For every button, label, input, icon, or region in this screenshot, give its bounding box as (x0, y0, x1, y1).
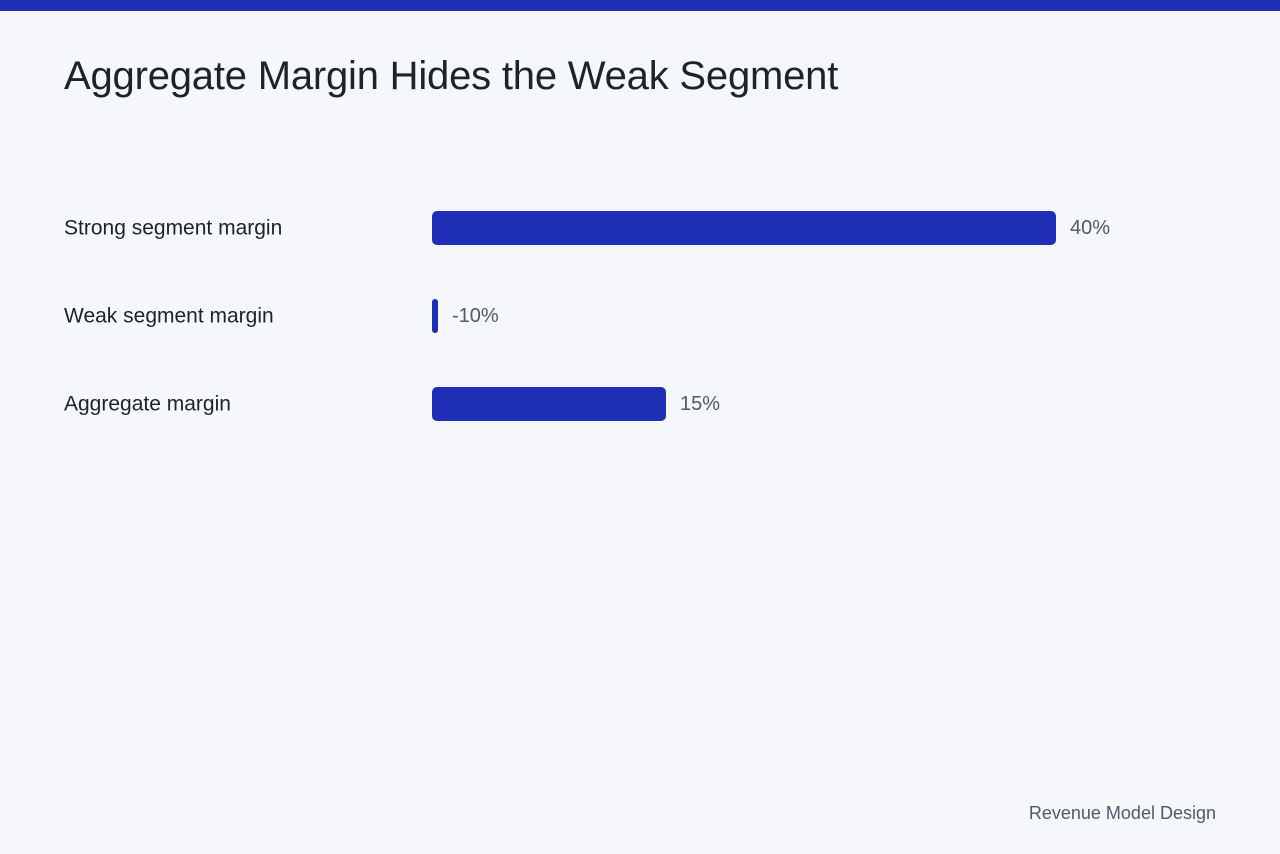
top-accent-bar (0, 0, 1280, 11)
bar (432, 387, 666, 421)
value-label: -10% (452, 305, 499, 327)
category-label: Aggregate margin (64, 393, 231, 416)
bar (432, 211, 1056, 245)
page-title: Aggregate Margin Hides the Weak Segment (64, 54, 839, 98)
bars-layer: Strong segment margin 40% Weak segment mar… (64, 211, 1110, 421)
footer-source: Revenue Model Design (1028, 803, 1216, 823)
category-label: Weak segment margin (64, 305, 274, 328)
value-label: 15% (680, 393, 720, 415)
bar (432, 299, 438, 333)
value-label: 40% (1070, 217, 1110, 239)
category-label: Strong segment margin (64, 217, 282, 240)
